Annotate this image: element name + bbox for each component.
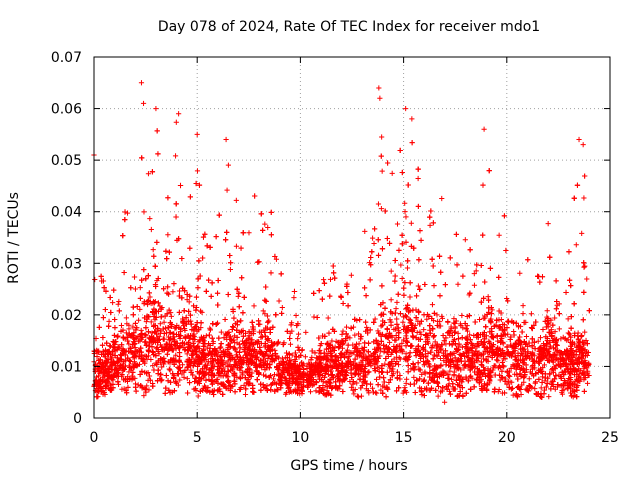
chart-background: [0, 0, 640, 480]
